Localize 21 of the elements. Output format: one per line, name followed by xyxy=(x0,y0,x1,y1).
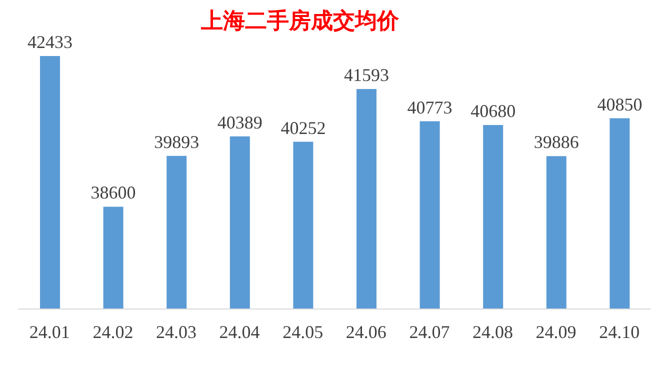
x-tick-label: 24.10 xyxy=(599,322,640,342)
data-label: 41593 xyxy=(344,65,389,86)
data-label: 39893 xyxy=(154,132,200,152)
data-label: 40680 xyxy=(470,100,516,121)
data-label: 40773 xyxy=(407,97,452,118)
x-tick-label: 24.07 xyxy=(409,322,450,342)
x-tick-label: 24.08 xyxy=(472,322,513,342)
data-label: 40850 xyxy=(597,94,642,114)
x-tick-label: 24.09 xyxy=(536,322,576,342)
data-label: 42433 xyxy=(28,32,72,52)
data-label: 40252 xyxy=(280,118,326,138)
chart-title: 上海二手房成交均价 xyxy=(201,9,399,34)
x-tick-label: 24.03 xyxy=(156,322,196,342)
x-tick-label: 24.05 xyxy=(282,322,324,342)
data-label: 40389 xyxy=(217,112,262,132)
x-tick-label: 24.01 xyxy=(29,322,70,342)
x-tick-label: 24.02 xyxy=(92,322,134,342)
data-label: 38600 xyxy=(90,182,136,203)
x-tick-label: 24.04 xyxy=(219,322,260,342)
data-label: 39886 xyxy=(534,132,579,152)
x-tick-label: 24.06 xyxy=(346,322,386,342)
